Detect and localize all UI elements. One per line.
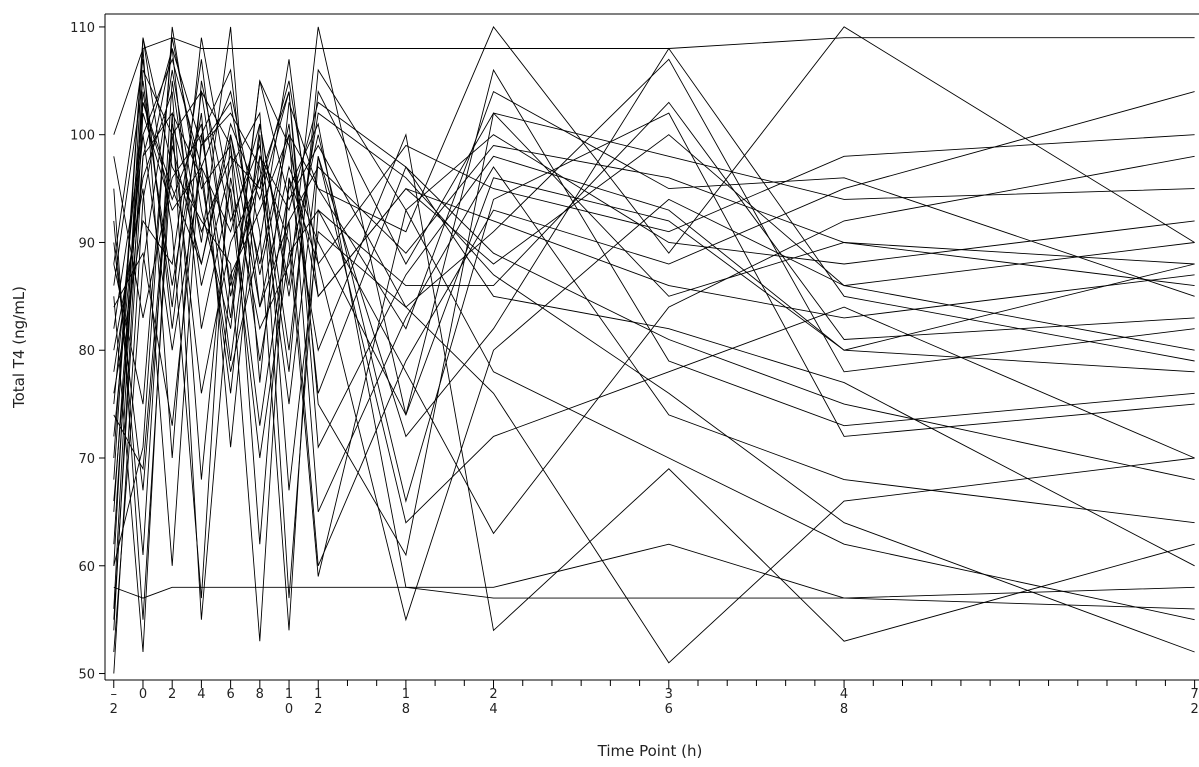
series-line (113, 26, 1195, 653)
y-tick-label: 50 (78, 668, 95, 683)
series-line (113, 112, 1195, 653)
series-line (113, 91, 1195, 621)
y-tick-label: 90 (78, 236, 95, 251)
series-line (113, 48, 1195, 674)
series-line (113, 47, 1195, 631)
x-tick-label: 4 (197, 687, 205, 702)
y-tick-label: 60 (78, 560, 95, 575)
x-tick-label: 6 (226, 687, 234, 702)
series-line (113, 48, 1195, 620)
series-line (113, 91, 1195, 503)
series-line (113, 58, 1195, 566)
x-tick-label: 0 (139, 687, 147, 702)
series-line (113, 37, 1195, 599)
y-tick-label: 100 (70, 129, 95, 144)
series-line (113, 102, 1195, 417)
series-line (113, 68, 1195, 318)
series-line (113, 59, 1195, 653)
series-line (113, 37, 1195, 622)
series-line (113, 26, 1195, 631)
x-tick-label: 8 (256, 687, 264, 702)
series-line (113, 102, 1195, 599)
series-line (113, 37, 1195, 642)
series-line (113, 59, 1195, 610)
series-line (113, 37, 1195, 459)
series-line (113, 80, 1195, 664)
series-line (113, 90, 1195, 524)
x-tick-label: 2 (168, 687, 176, 702)
y-tick-label: 70 (78, 452, 95, 467)
lines (113, 26, 1195, 674)
series-line (113, 26, 1195, 566)
series-line (113, 48, 1195, 566)
y-tick-label: 80 (78, 344, 95, 359)
x-axis-label: Time Point (h) (597, 742, 703, 760)
series-line (113, 91, 1195, 620)
y-tick-label: 110 (70, 21, 95, 36)
series-line (113, 80, 1195, 471)
x-tick-label: –2 (110, 687, 118, 717)
series-line (113, 111, 1195, 620)
series-line (113, 586, 1195, 599)
y-axis-label: Total T4 (ng/mL) (10, 286, 28, 409)
series-line (113, 69, 1195, 609)
series-line (113, 59, 1195, 481)
